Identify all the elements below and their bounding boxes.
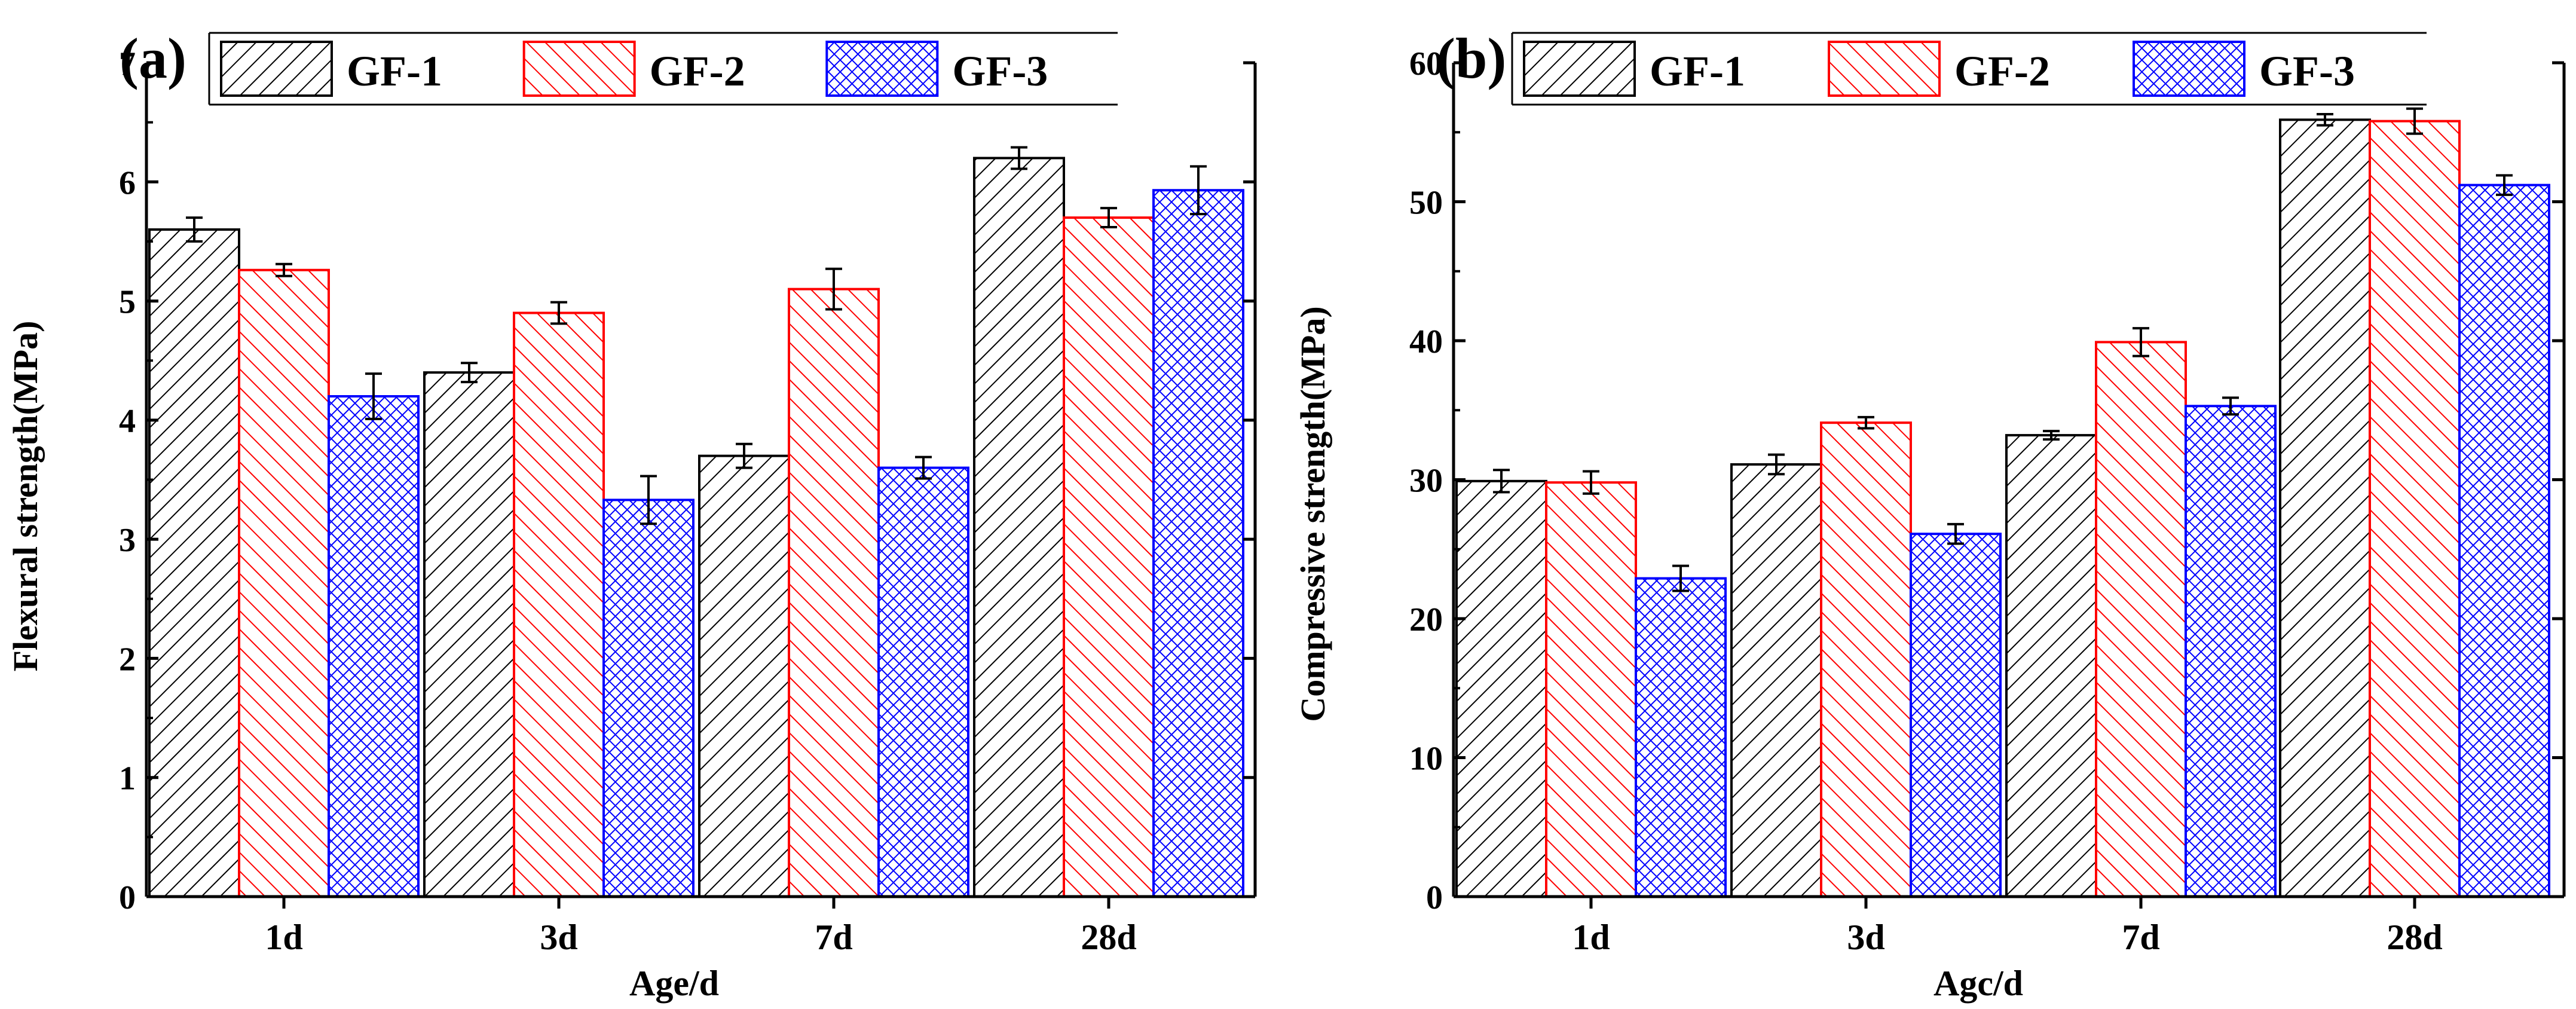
panel-a-errorbar-gf-2-7d bbox=[825, 267, 842, 311]
panel-a-ytick-label: 0 bbox=[119, 879, 136, 916]
panel-a-ytick-label: 4 bbox=[119, 403, 136, 440]
panel-b-bar-gf-1-7d bbox=[2005, 434, 2097, 898]
panel-b-bar-gf-1-28d bbox=[2279, 118, 2371, 898]
panel-b-errorbar-gf-3-7d bbox=[2222, 396, 2239, 416]
panel-b-xlabel: Agc/d bbox=[1933, 964, 2023, 1003]
panel-a-errorbar-gf-3-1d bbox=[365, 372, 382, 420]
panel-a-legend-swatch-gf-2 bbox=[522, 41, 636, 97]
panel-a-bar-gf-3-28d bbox=[1152, 189, 1244, 898]
panel-b-bar-gf-2-28d bbox=[2369, 120, 2461, 898]
panel-b-errorbar-gf-2-1d bbox=[1583, 470, 1599, 495]
panel-a-bar-gf-3-7d bbox=[877, 466, 969, 898]
panel-b-ytick-label: 60 bbox=[1409, 45, 1443, 82]
panel-a-ytick-label: 2 bbox=[119, 641, 136, 678]
panel-a-xtick-label: 7d bbox=[815, 918, 852, 957]
panel-a-xlabel: Age/d bbox=[629, 964, 719, 1003]
panel-b-errorbar-gf-2-7d bbox=[2133, 327, 2149, 357]
panel-a-legend-label-gf-2: GF-2 bbox=[650, 47, 745, 95]
panel-a-xtick-label: 28d bbox=[1081, 918, 1136, 957]
panel-a-bar-gf-2-3d bbox=[513, 311, 605, 898]
panel-b-errorbar-gf-1-3d bbox=[1768, 453, 1785, 476]
panel-b-errorbar-gf-3-3d bbox=[1947, 522, 1964, 545]
panel-a-bar-gf-2-7d bbox=[788, 288, 880, 898]
panel-b: (b) Compressive strength(MPa) Agc/d 0 10 2… bbox=[1293, 26, 2566, 1003]
panel-a-errorbar-gf-1-3d bbox=[461, 362, 478, 384]
panel-a-bar-gf-2-1d bbox=[238, 268, 330, 898]
panel-b-legend-swatch-gf-2 bbox=[1828, 41, 1941, 97]
panel-a-ylabel: Flexural strength(MPa) bbox=[6, 321, 45, 672]
panel-a-xtick-label: 1d bbox=[265, 918, 302, 957]
panel-a-xtick-label: 3d bbox=[540, 918, 577, 957]
panel-b-xtick-label: 28d bbox=[2387, 918, 2442, 957]
panel-b-errorbar-gf-1-1d bbox=[1493, 469, 1510, 494]
panel-b-legend-label-gf-2: GF-2 bbox=[1954, 47, 2050, 95]
panel-b-ytick-label: 50 bbox=[1409, 185, 1443, 222]
panel-b-errorbar-gf-2-3d bbox=[1858, 415, 1874, 430]
panel-b-label: (b) bbox=[1436, 26, 1506, 90]
panel-b-ytick-label: 20 bbox=[1409, 601, 1443, 638]
panel-b-xtick-label: 3d bbox=[1847, 918, 1884, 957]
panel-b-errorbar-gf-2-28d bbox=[2406, 107, 2423, 135]
panel-a-errorbar-gf-3-3d bbox=[640, 475, 657, 525]
panel-a-errorbar-gf-1-7d bbox=[736, 442, 752, 469]
panel-b-xtick-label: 7d bbox=[2122, 918, 2159, 957]
panel-a-bar-gf-3-3d bbox=[602, 499, 695, 898]
panel-b-bar-gf-1-1d bbox=[1455, 479, 1547, 898]
panel-a-errorbar-gf-1-28d bbox=[1011, 146, 1027, 170]
panel-b-bar-gf-3-28d bbox=[2458, 184, 2550, 898]
panel-b-bar-gf-3-3d bbox=[1910, 533, 2002, 898]
panel-b-legend-label-gf-3: GF-3 bbox=[2259, 47, 2355, 95]
panel-a-ytick-label: 6 bbox=[119, 164, 136, 201]
panel-a-bar-gf-1-1d bbox=[148, 228, 240, 898]
panel-b-legend-swatch-gf-1 bbox=[1523, 41, 1636, 97]
panel-a-errorbar-gf-3-7d bbox=[915, 455, 932, 480]
panel-b-errorbar-gf-3-1d bbox=[1672, 564, 1689, 592]
panel-a-errorbar-gf-1-1d bbox=[186, 216, 203, 243]
panel-a-errorbar-gf-2-28d bbox=[1100, 207, 1117, 229]
panel-b-xtick-label: 1d bbox=[1572, 918, 1610, 957]
panel-a-bar-gf-1-7d bbox=[698, 454, 790, 898]
panel-a-ytick-label: 1 bbox=[119, 760, 136, 797]
panel-a-ytick-label: 5 bbox=[119, 284, 136, 321]
panel-a-bar-gf-1-28d bbox=[973, 157, 1065, 898]
panel-b-bar-gf-3-1d bbox=[1635, 577, 1727, 898]
panel-b-plot: 0 10 20 30 40 50 60 1d 3d 7d 28d GF-1 GF-2 GF-3 bbox=[1409, 32, 2566, 957]
panel-b-errorbar-gf-1-7d bbox=[2043, 430, 2060, 441]
panel-a-ytick-label: 7 bbox=[119, 45, 136, 82]
panel-a-bar-gf-2-28d bbox=[1063, 216, 1155, 898]
panel-b-ytick-label: 40 bbox=[1409, 323, 1443, 360]
panel-a-legend-label-gf-1: GF-1 bbox=[347, 47, 442, 95]
panel-b-bar-gf-2-7d bbox=[2095, 341, 2187, 898]
panel-b-legend: GF-1 GF-2 GF-3 bbox=[1511, 32, 2427, 106]
panel-a-plot: 0 1 2 3 4 5 6 7 1d 3d 7d 28d GF-1 GF-2 GF-3 bbox=[119, 32, 1257, 957]
panel-b-errorbar-gf-1-28d bbox=[2317, 113, 2333, 127]
panel-a-errorbar-gf-2-1d bbox=[276, 262, 292, 277]
panel-a-legend-swatch-gf-3 bbox=[825, 41, 939, 97]
panel-a: (a) Flexural strength(MPa) Age/d 0 1 2 3 4 5 6… bbox=[6, 26, 1257, 1003]
panel-b-bar-gf-3-7d bbox=[2185, 405, 2277, 898]
panel-a-errorbar-gf-3-28d bbox=[1190, 165, 1207, 216]
panel-b-legend-label-gf-1: GF-1 bbox=[1650, 47, 1745, 95]
panel-b-bar-gf-2-1d bbox=[1545, 481, 1637, 898]
panel-a-legend: GF-1 GF-2 GF-3 bbox=[208, 32, 1118, 106]
panel-a-ytick-label: 3 bbox=[119, 522, 136, 559]
panel-a-legend-label-gf-3: GF-3 bbox=[952, 47, 1048, 95]
panel-b-ytick-label: 30 bbox=[1409, 463, 1443, 500]
panel-b-errorbar-gf-3-28d bbox=[2496, 174, 2513, 196]
panel-b-bar-gf-1-3d bbox=[1730, 463, 1822, 898]
panel-b-ylabel: Compressive strength(MPa) bbox=[1293, 306, 1332, 721]
panel-a-errorbar-gf-2-3d bbox=[550, 301, 567, 325]
panel-b-legend-swatch-gf-3 bbox=[2133, 41, 2245, 97]
panel-b-ytick-label: 10 bbox=[1409, 741, 1443, 778]
panel-b-bar-gf-2-3d bbox=[1820, 421, 1912, 898]
panel-b-ytick-label: 0 bbox=[1426, 879, 1443, 916]
panel-a-label: (a) bbox=[120, 26, 186, 90]
panel-a-bar-gf-3-1d bbox=[328, 395, 420, 898]
panel-a-bar-gf-1-3d bbox=[423, 371, 515, 898]
panel-a-legend-swatch-gf-1 bbox=[220, 41, 333, 97]
